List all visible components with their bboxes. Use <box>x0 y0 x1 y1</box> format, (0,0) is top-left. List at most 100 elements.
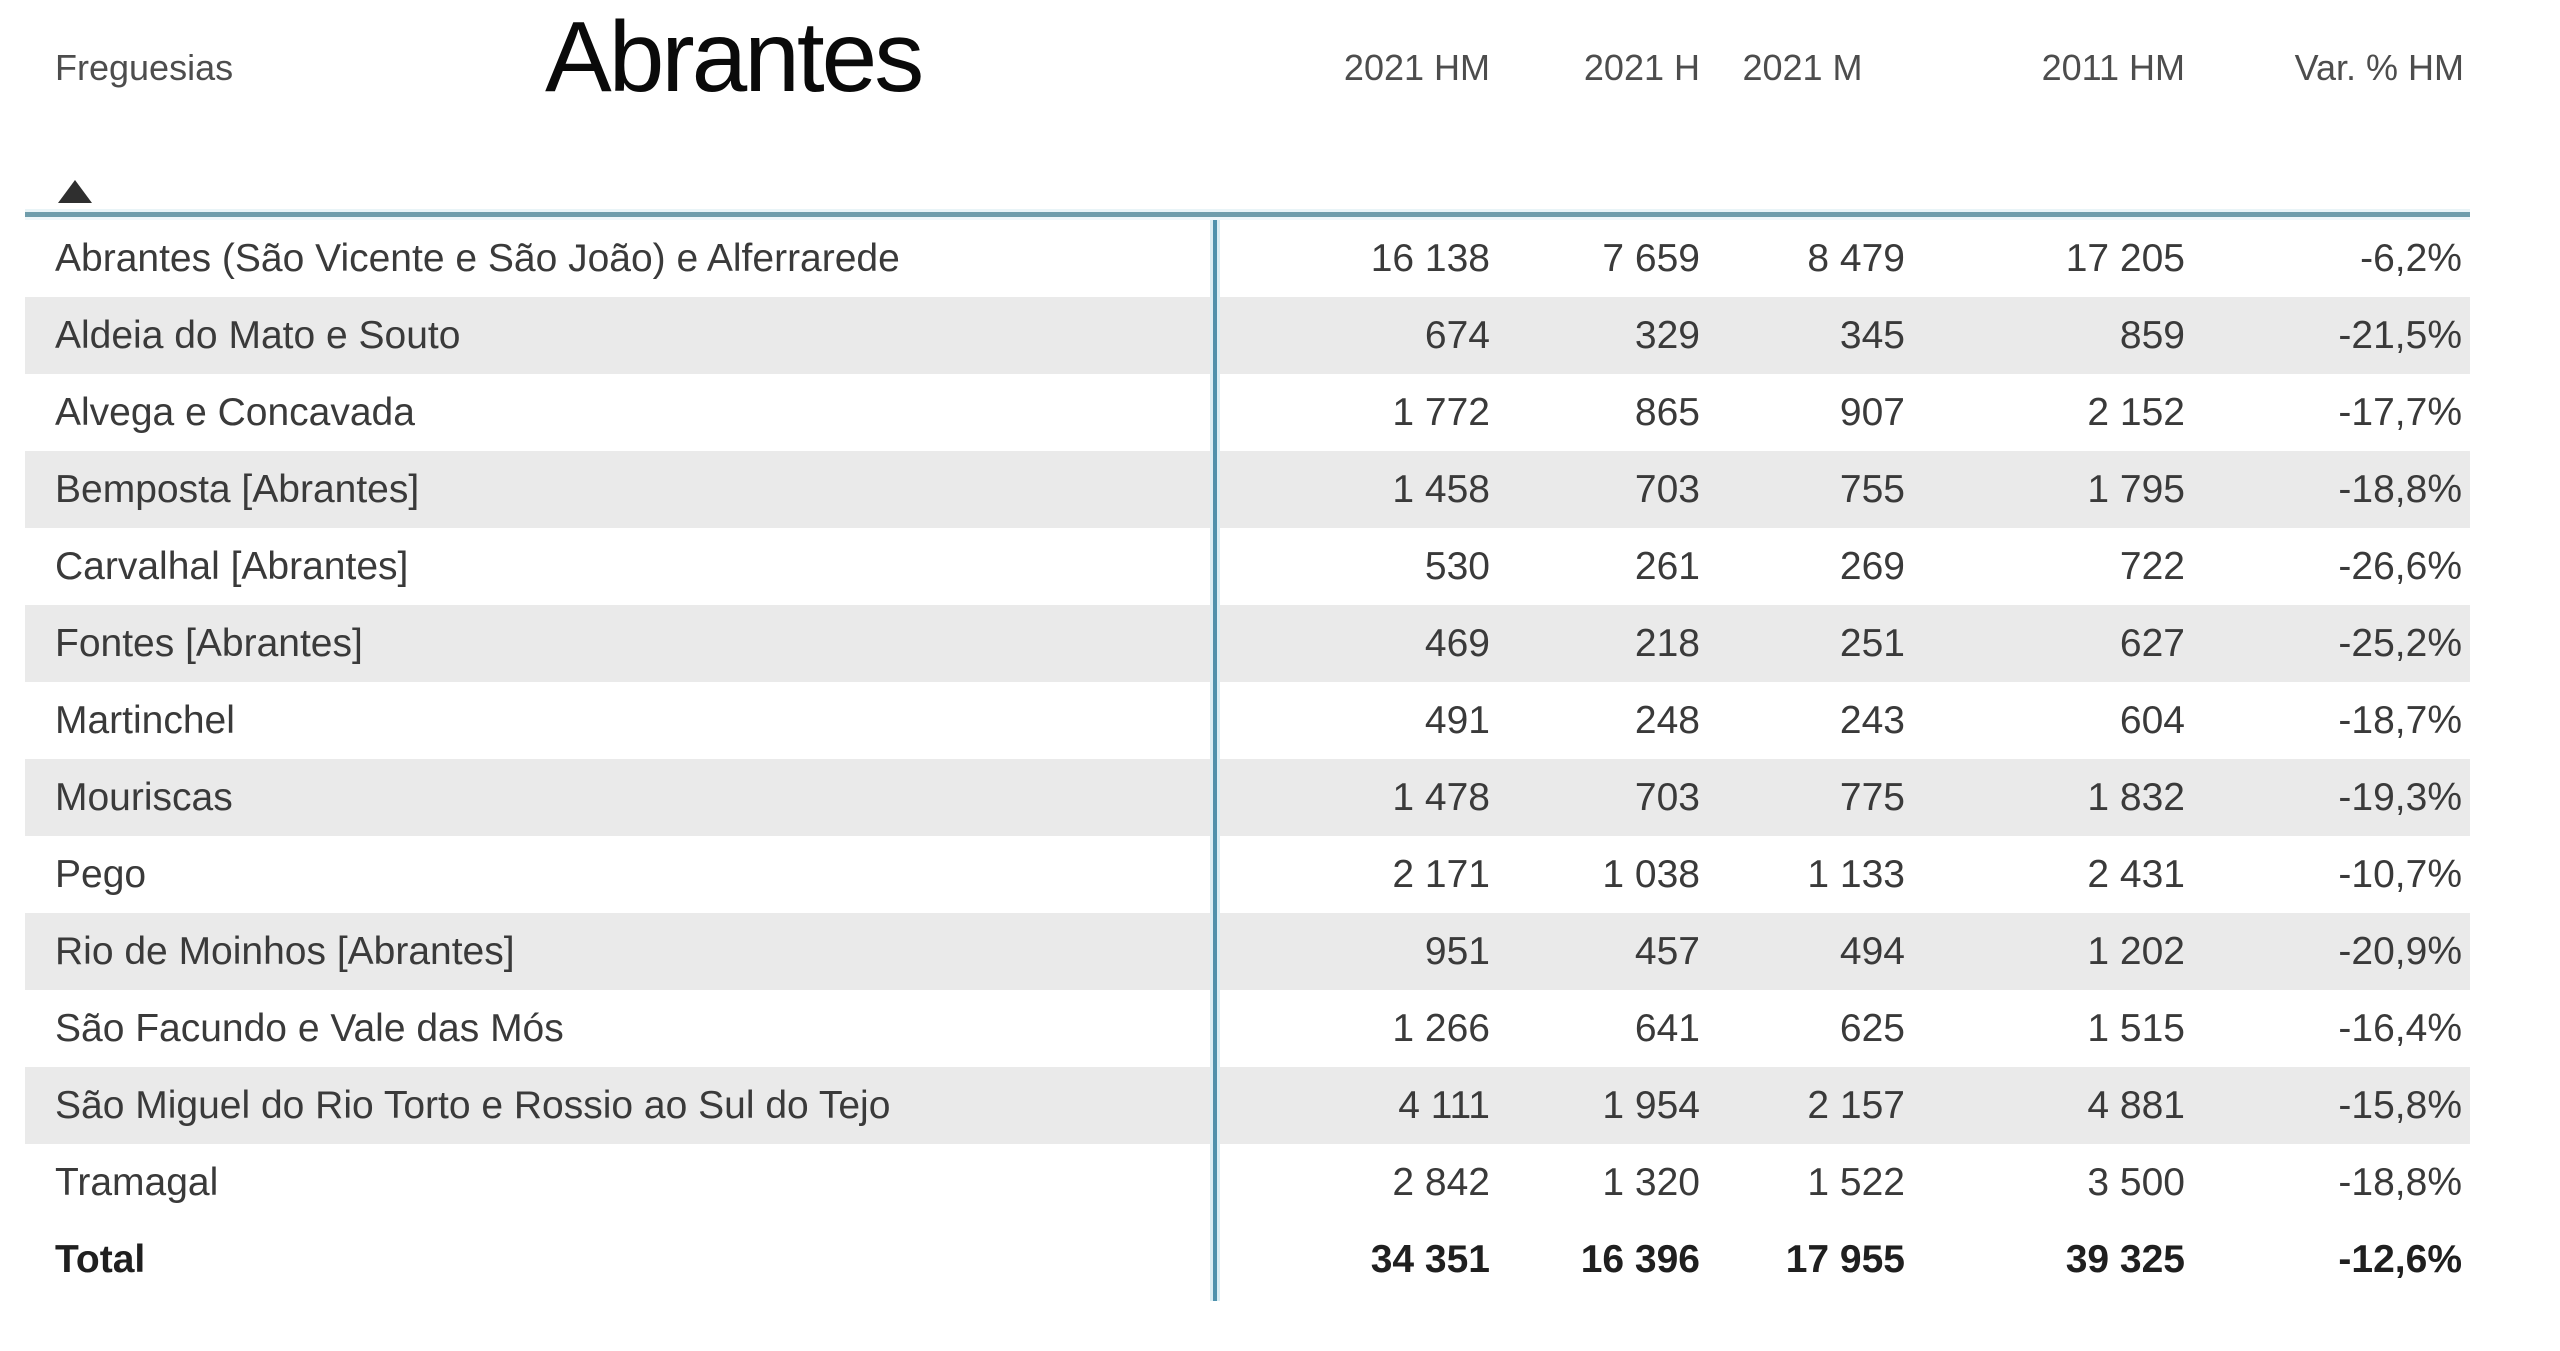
cell-2021-h: 261 <box>1634 544 1700 588</box>
table-row[interactable]: Pego 2 171 1 038 1 133 2 431 -10,7% <box>25 836 2470 913</box>
cell-2011-hm: 1 202 <box>2087 929 2185 973</box>
cell-var-pct: -17,7% <box>2338 390 2462 434</box>
cell-2021-h: 1 320 <box>1602 1160 1700 1204</box>
total-2011-hm: 39 325 <box>2065 1237 2185 1281</box>
cell-var-pct: -21,5% <box>2338 313 2462 357</box>
column-header-freguesias[interactable]: Freguesias <box>55 47 234 88</box>
table-row[interactable]: Rio de Moinhos [Abrantes] 951 457 494 1 … <box>25 913 2470 990</box>
cell-var-pct: -16,4% <box>2338 1006 2462 1050</box>
total-2021-h: 16 396 <box>1580 1237 1700 1281</box>
column-header-2021-hm[interactable]: 2021 HM <box>1343 47 1490 88</box>
cell-2011-hm: 1 795 <box>2087 467 2185 511</box>
cell-var-pct: -18,7% <box>2338 698 2462 742</box>
table-row[interactable]: Mouriscas 1 478 703 775 1 832 -19,3% <box>25 759 2470 836</box>
table-row[interactable]: Martinchel 491 248 243 604 -18,7% <box>25 682 2470 759</box>
cell-2011-hm: 1 832 <box>2087 775 2185 819</box>
column-header-row: Freguesias 2021 HM 2021 H 2021 M 2011 HM… <box>25 42 2470 94</box>
total-row: Total 34 351 16 396 17 955 39 325 -12,6% <box>25 1221 2470 1298</box>
cell-freguesia: Bemposta [Abrantes] <box>55 467 420 511</box>
cell-2011-hm: 3 500 <box>2087 1160 2185 1204</box>
cell-2021-m: 1 522 <box>1807 1160 1905 1204</box>
cell-2021-m: 755 <box>1839 467 1905 511</box>
cell-2021-hm: 4 111 <box>1398 1083 1490 1127</box>
cell-2021-hm: 674 <box>1424 313 1490 357</box>
cell-2021-h: 329 <box>1634 313 1700 357</box>
cell-2011-hm: 4 881 <box>2087 1083 2185 1127</box>
cell-var-pct: -25,2% <box>2338 621 2462 665</box>
cell-var-pct: -19,3% <box>2338 775 2462 819</box>
cell-2021-h: 703 <box>1634 467 1700 511</box>
cell-freguesia: Mouriscas <box>55 775 233 819</box>
column-header-2021-m-label: 2021 M <box>1742 47 1863 88</box>
cell-2021-h: 703 <box>1634 775 1700 819</box>
table-row[interactable]: Alvega e Concavada 1 772 865 907 2 152 -… <box>25 374 2470 451</box>
cell-2021-m: 1 133 <box>1807 852 1905 896</box>
cell-2021-h: 218 <box>1634 621 1700 665</box>
total-2021-m: 17 955 <box>1785 1237 1905 1281</box>
cell-freguesia: Aldeia do Mato e Souto <box>55 313 461 357</box>
cell-2021-h: 248 <box>1634 698 1700 742</box>
column-header-2021-h[interactable]: 2021 H <box>1583 47 1700 88</box>
cell-2021-h: 7 659 <box>1602 236 1700 280</box>
cell-2011-hm: 859 <box>2119 313 2185 357</box>
cell-2021-m: 907 <box>1839 390 1905 434</box>
cell-2021-hm: 491 <box>1424 698 1490 742</box>
total-var-pct: -12,6% <box>2338 1237 2462 1281</box>
table-row[interactable]: Carvalhal [Abrantes] 530 261 269 722 -26… <box>25 528 2470 605</box>
page-title: Abrantes <box>545 1 924 113</box>
cell-2021-hm: 1 458 <box>1392 467 1490 511</box>
cell-2021-hm: 469 <box>1424 621 1490 665</box>
cell-2021-h: 865 <box>1634 390 1700 434</box>
cell-2021-m: 345 <box>1839 313 1905 357</box>
cell-2021-m: 8 479 <box>1807 236 1905 280</box>
cell-freguesia: Rio de Moinhos [Abrantes] <box>55 929 515 973</box>
cell-2011-hm: 2 431 <box>2087 852 2185 896</box>
column-header-2011-hm[interactable]: 2011 HM <box>2041 47 2185 88</box>
cell-var-pct: -18,8% <box>2338 1160 2462 1204</box>
cell-2021-m: 775 <box>1839 775 1905 819</box>
cell-var-pct: -26,6% <box>2338 544 2462 588</box>
cell-2021-m: 494 <box>1839 929 1905 973</box>
cell-2011-hm: 1 515 <box>2087 1006 2185 1050</box>
cell-2021-hm: 530 <box>1424 544 1490 588</box>
cell-var-pct: -10,7% <box>2338 852 2462 896</box>
cell-2021-m: 2 157 <box>1807 1083 1905 1127</box>
column-separator-line <box>1213 220 1217 1301</box>
cell-var-pct: -15,8% <box>2338 1083 2462 1127</box>
total-2021-hm: 34 351 <box>1370 1237 1490 1281</box>
cell-2021-h: 641 <box>1634 1006 1700 1050</box>
table-row[interactable]: Fontes [Abrantes] 469 218 251 627 -25,2% <box>25 605 2470 682</box>
cell-freguesia: São Facundo e Vale das Mós <box>55 1006 564 1050</box>
cell-var-pct: -18,8% <box>2338 467 2462 511</box>
cell-2011-hm: 627 <box>2119 621 2185 665</box>
cell-2011-hm: 722 <box>2119 544 2185 588</box>
table-body: Abrantes (São Vicente e São João) e Alfe… <box>25 220 2470 1221</box>
cell-2021-hm: 951 <box>1424 929 1490 973</box>
cell-2021-m: 625 <box>1839 1006 1905 1050</box>
column-header-2021-m[interactable]: 2021 M <box>1700 42 1905 94</box>
table-row[interactable]: São Facundo e Vale das Mós 1 266 641 625… <box>25 990 2470 1067</box>
cell-2021-h: 457 <box>1634 929 1700 973</box>
cell-2021-h: 1 038 <box>1602 852 1700 896</box>
cell-freguesia: Tramagal <box>55 1160 219 1204</box>
column-header-var-pct-hm[interactable]: Var. % HM <box>2294 47 2464 88</box>
table-row[interactable]: São Miguel do Rio Torto e Rossio ao Sul … <box>25 1067 2470 1144</box>
cell-2021-hm: 1 266 <box>1392 1006 1490 1050</box>
cell-2021-h: 1 954 <box>1602 1083 1700 1127</box>
header-divider <box>25 209 2470 220</box>
cell-freguesia: São Miguel do Rio Torto e Rossio ao Sul … <box>55 1083 891 1127</box>
cell-freguesia: Abrantes (São Vicente e São João) e Alfe… <box>55 236 900 280</box>
cell-2021-hm: 1 772 <box>1392 390 1490 434</box>
table-row[interactable]: Tramagal 2 842 1 320 1 522 3 500 -18,8% <box>25 1144 2470 1221</box>
cell-2021-m: 269 <box>1839 544 1905 588</box>
cell-2021-m: 243 <box>1839 698 1905 742</box>
table-row[interactable]: Bemposta [Abrantes] 1 458 703 755 1 795 … <box>25 451 2470 528</box>
cell-freguesia: Fontes [Abrantes] <box>55 621 363 665</box>
table-row[interactable]: Abrantes (São Vicente e São João) e Alfe… <box>25 220 2470 297</box>
table-row[interactable]: Aldeia do Mato e Souto 674 329 345 859 -… <box>25 297 2470 374</box>
cell-2021-m: 251 <box>1839 621 1905 665</box>
cell-2021-hm: 1 478 <box>1392 775 1490 819</box>
cell-2011-hm: 17 205 <box>2065 236 2185 280</box>
sort-ascending-icon[interactable] <box>58 180 92 203</box>
